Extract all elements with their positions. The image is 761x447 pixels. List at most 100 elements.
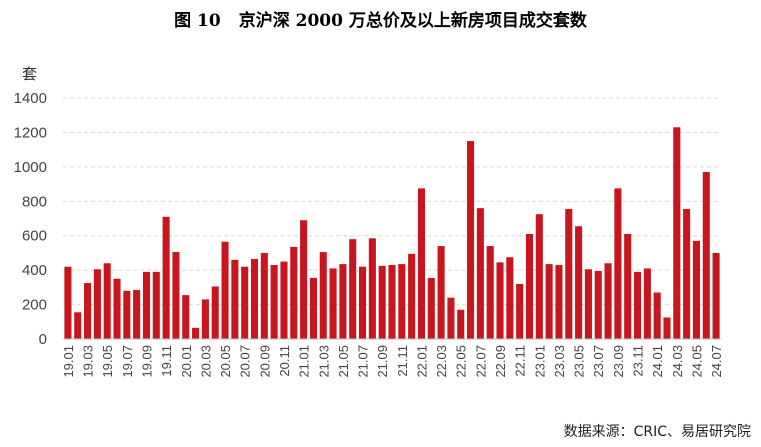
y-tick-label: 1000: [14, 159, 47, 176]
bar: [417, 188, 425, 339]
bar: [398, 264, 406, 339]
y-tick-label: 400: [22, 262, 47, 279]
bar: [614, 188, 622, 339]
bar: [280, 261, 288, 339]
x-tick-label: 22.01: [414, 345, 429, 378]
x-tick-label: 22.09: [493, 345, 508, 378]
y-tick-label: 1400: [14, 90, 47, 107]
x-tick-label: 23.11: [631, 345, 646, 377]
bar: [535, 214, 543, 339]
bar: [663, 317, 671, 339]
x-tick-label: 20.05: [218, 345, 233, 378]
y-tick-label: 600: [22, 228, 47, 245]
bar: [604, 263, 612, 339]
bar: [378, 265, 386, 339]
bar: [457, 309, 465, 339]
x-tick-label: 24.03: [670, 345, 685, 378]
bar: [584, 269, 592, 339]
bar: [565, 209, 573, 339]
bar: [447, 297, 455, 339]
bar: [329, 268, 337, 339]
bar: [250, 258, 259, 339]
bar: [192, 327, 200, 339]
bar: [633, 271, 642, 339]
x-tick-label: 23.05: [572, 345, 587, 378]
bar: [624, 233, 632, 339]
bar: [260, 252, 268, 339]
bar: [84, 283, 92, 339]
bar: [152, 271, 160, 339]
chart-title: 图 10 京沪深 2000 万总价及以上新房项目成交套数: [0, 6, 761, 31]
x-tick-label: 20.07: [238, 345, 253, 378]
x-tick-label: 19.05: [100, 345, 115, 378]
bar: [172, 252, 180, 339]
x-tick-label: 24.07: [709, 345, 724, 378]
bar: [113, 278, 121, 339]
y-tick-label: 200: [22, 297, 47, 314]
bar: [241, 266, 249, 339]
bar: [702, 172, 710, 339]
bar: [643, 268, 651, 339]
x-tick-label: 20.09: [257, 345, 272, 378]
bar: [467, 141, 475, 339]
bar: [555, 264, 563, 339]
x-tick-label: 20.03: [198, 345, 213, 378]
bar: [683, 209, 691, 339]
bar: [506, 257, 514, 339]
bar: [476, 208, 484, 339]
bar: [486, 246, 494, 339]
bar: [575, 226, 583, 339]
bar: [437, 246, 445, 339]
bar: [300, 220, 308, 339]
bar: [133, 289, 141, 339]
bar: [692, 240, 700, 339]
x-tick-label: 19.09: [139, 345, 154, 378]
bar: [201, 299, 209, 339]
bar: [712, 252, 720, 339]
x-tick-label: 23.01: [532, 345, 547, 378]
bar: [594, 271, 602, 339]
figure-title-text: 京沪深 2000 万总价及以上新房项目成交套数: [238, 11, 587, 31]
bar: [74, 312, 82, 339]
bar: [221, 241, 229, 339]
x-tick-label: 21.09: [375, 345, 390, 378]
x-tick-label: 21.05: [336, 345, 351, 378]
bar: [368, 238, 376, 339]
bar: [319, 252, 327, 339]
x-tick-label: 22.03: [434, 345, 449, 378]
y-axis-unit: 套: [22, 65, 38, 83]
x-tick-label: 20.01: [179, 345, 194, 378]
bar: [270, 264, 278, 339]
x-tick-label: 22.07: [473, 345, 488, 378]
bar: [339, 264, 347, 339]
y-tick-label: 1200: [14, 124, 47, 141]
y-tick-label: 800: [22, 193, 47, 210]
x-tick-label: 23.07: [591, 345, 606, 378]
bar: [123, 290, 131, 339]
bar: [496, 262, 504, 339]
x-tick-label: 23.09: [611, 345, 626, 378]
x-tick-label: 19.01: [61, 345, 76, 378]
bar: [93, 269, 101, 339]
data-source: 数据来源：CRIC、易居研究院: [563, 424, 751, 440]
bar: [516, 283, 524, 339]
figure-number: 图 10: [174, 11, 221, 31]
x-tick-label: 19.03: [81, 345, 96, 378]
bar: [162, 216, 170, 339]
x-tick-label: 23.03: [552, 345, 567, 378]
bar: [290, 246, 298, 339]
x-tick-label: 19.07: [120, 345, 135, 378]
x-tick-label: 22.11: [513, 345, 528, 377]
bar: [359, 266, 367, 339]
bar: [525, 233, 534, 339]
x-tick-label: 19.11: [159, 345, 174, 377]
bar: [64, 266, 72, 339]
x-tick-label: 21.07: [356, 345, 371, 378]
bar: [673, 127, 681, 339]
bar: [103, 263, 111, 339]
x-tick-label: 20.11: [277, 345, 292, 377]
bar: [653, 292, 661, 339]
bar: [388, 264, 396, 339]
bar: [349, 239, 357, 339]
